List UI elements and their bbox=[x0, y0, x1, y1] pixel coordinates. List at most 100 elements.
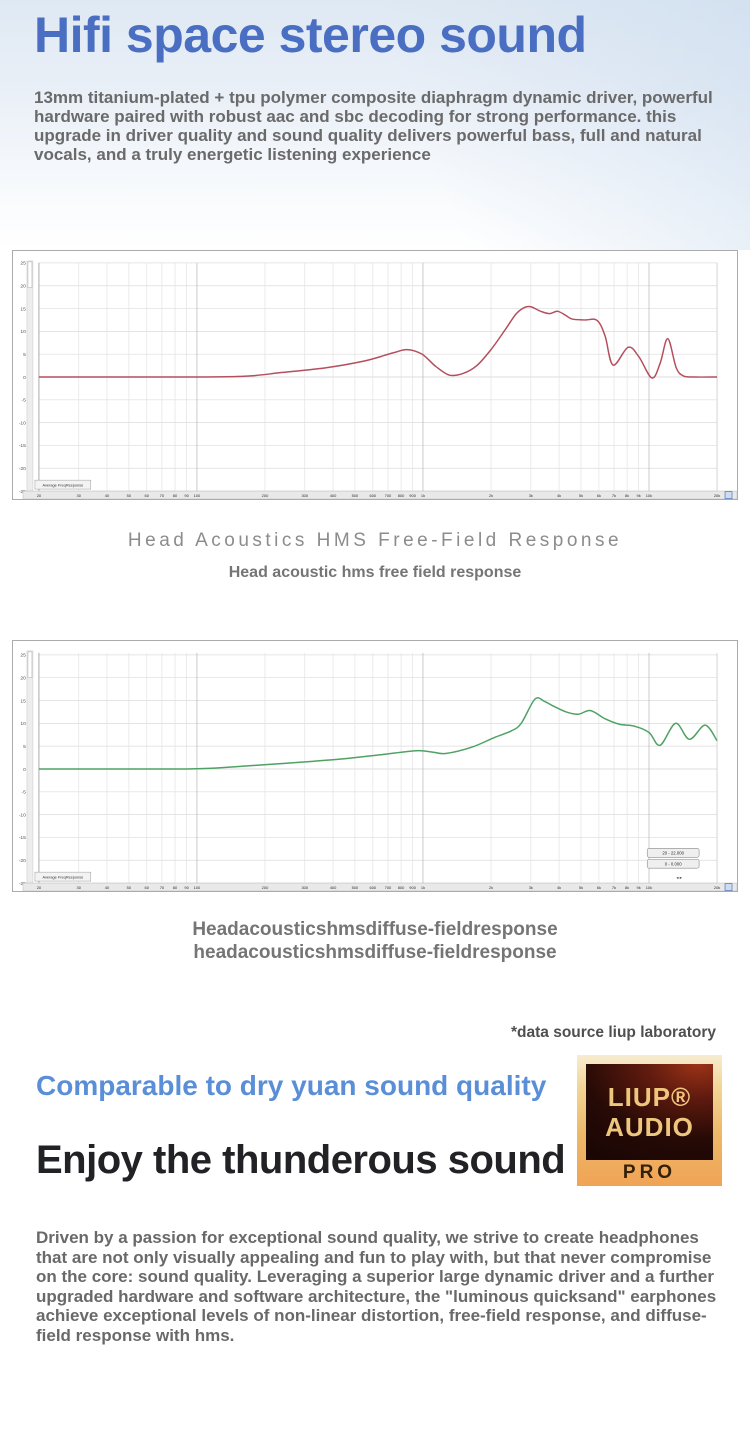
svg-text:40: 40 bbox=[105, 885, 110, 890]
svg-text:40: 40 bbox=[105, 493, 110, 498]
svg-text:3k: 3k bbox=[529, 493, 533, 498]
bottom-section: Comparable to dry yuan sound quality Enj… bbox=[0, 1042, 750, 1434]
svg-text:1k: 1k bbox=[421, 493, 425, 498]
free-field-response-plot: 25 20 15 10 50 -5 -10 -15 -20 -25 Average FreqResp… bbox=[19, 260, 737, 499]
svg-text:3k: 3k bbox=[529, 885, 533, 890]
svg-text:◂ ▸: ◂ ▸ bbox=[676, 875, 683, 880]
svg-text:Average FreqResponse: Average FreqResponse bbox=[42, 483, 83, 488]
svg-text:0: 0 bbox=[23, 767, 26, 773]
chart1-caption: Head Acoustics HMS Free-Field Response bbox=[127, 530, 623, 551]
svg-text:15: 15 bbox=[20, 306, 26, 312]
svg-text:6k: 6k bbox=[597, 493, 601, 498]
svg-text:30: 30 bbox=[77, 493, 82, 498]
svg-text:80: 80 bbox=[173, 493, 178, 498]
chart1-subcaption: Head acoustic hms free field response bbox=[228, 564, 522, 581]
svg-text:600: 600 bbox=[370, 493, 377, 498]
svg-text:50: 50 bbox=[127, 885, 132, 890]
svg-text:4k: 4k bbox=[557, 885, 561, 890]
svg-text:400: 400 bbox=[330, 493, 337, 498]
svg-text:60: 60 bbox=[145, 885, 150, 890]
svg-text:70: 70 bbox=[160, 885, 165, 890]
liup-audio-logo-inner: LIUP® AUDIO bbox=[586, 1064, 713, 1160]
svg-text:500: 500 bbox=[352, 885, 359, 890]
svg-text:4k: 4k bbox=[557, 493, 561, 498]
svg-text:200: 200 bbox=[262, 493, 269, 498]
chart2-subcaption: headacousticshmsdiffuse-fieldresponse bbox=[193, 942, 557, 963]
svg-text:200: 200 bbox=[262, 885, 269, 890]
liup-audio-logo: LIUP® AUDIO PRO bbox=[577, 1055, 722, 1186]
svg-text:300: 300 bbox=[301, 885, 308, 890]
svg-text:2k: 2k bbox=[489, 885, 493, 890]
free-field-response-chart: 25 20 15 10 5 0 -5 -10 -15 -20 -25 Average FreqResp… bbox=[12, 250, 738, 500]
svg-text:-10: -10 bbox=[19, 420, 26, 426]
svg-text:900: 900 bbox=[409, 885, 416, 890]
svg-text:-20: -20 bbox=[19, 466, 26, 472]
svg-text:10k: 10k bbox=[646, 885, 652, 890]
svg-text:5k: 5k bbox=[579, 493, 583, 498]
svg-text:600: 600 bbox=[370, 885, 377, 890]
svg-text:500: 500 bbox=[352, 493, 359, 498]
svg-text:50: 50 bbox=[127, 493, 132, 498]
svg-text:-15: -15 bbox=[19, 835, 26, 841]
svg-text:Average FreqResponse: Average FreqResponse bbox=[42, 875, 83, 880]
svg-text:-25: -25 bbox=[19, 489, 26, 495]
svg-text:1k: 1k bbox=[421, 885, 425, 890]
hero-section: Hifi space stereo sound 13mm titanium-pl… bbox=[0, 0, 750, 250]
logo-brand-line2: AUDIO bbox=[605, 1112, 694, 1142]
svg-text:-10: -10 bbox=[19, 812, 26, 818]
data-source-note: *data source liup laboratory bbox=[511, 1024, 716, 1041]
intro-paragraph: 13mm titanium-plated + tpu polymer compo… bbox=[34, 88, 713, 164]
svg-text:20k: 20k bbox=[714, 885, 720, 890]
svg-text:700: 700 bbox=[385, 885, 392, 890]
svg-text:100: 100 bbox=[194, 885, 201, 890]
svg-text:6k: 6k bbox=[597, 885, 601, 890]
svg-text:20k: 20k bbox=[714, 493, 720, 498]
svg-text:-25: -25 bbox=[19, 881, 26, 887]
svg-text:8k: 8k bbox=[625, 885, 629, 890]
logo-brand-line1: LIUP® bbox=[607, 1082, 692, 1112]
chart2-caption: Headacousticshmsdiffuse-fieldresponse bbox=[192, 919, 558, 940]
svg-text:20: 20 bbox=[20, 284, 26, 290]
enjoy-headline: Enjoy the thunderous sound bbox=[36, 1138, 566, 1182]
svg-text:0 - 0.000: 0 - 0.000 bbox=[665, 862, 683, 867]
svg-text:5: 5 bbox=[23, 744, 26, 750]
svg-text:-5: -5 bbox=[22, 398, 27, 404]
svg-text:10k: 10k bbox=[646, 493, 652, 498]
svg-text:10: 10 bbox=[20, 721, 26, 727]
svg-text:10: 10 bbox=[20, 329, 26, 335]
svg-text:15: 15 bbox=[20, 698, 26, 704]
svg-text:90: 90 bbox=[184, 493, 189, 498]
svg-text:100: 100 bbox=[194, 493, 201, 498]
svg-text:5k: 5k bbox=[579, 885, 583, 890]
svg-text:30: 30 bbox=[77, 885, 82, 890]
svg-text:25: 25 bbox=[20, 261, 26, 267]
svg-text:7k: 7k bbox=[612, 493, 616, 498]
svg-text:25: 25 bbox=[20, 653, 26, 659]
svg-text:0: 0 bbox=[23, 375, 26, 381]
svg-text:9k: 9k bbox=[637, 885, 641, 890]
svg-text:2k: 2k bbox=[489, 493, 493, 498]
svg-text:300: 300 bbox=[301, 493, 308, 498]
svg-text:20 - 22.000: 20 - 22.000 bbox=[662, 851, 684, 856]
svg-text:-20: -20 bbox=[19, 858, 26, 864]
outro-paragraph: Driven by a passion for exceptional soun… bbox=[36, 1228, 717, 1345]
svg-text:70: 70 bbox=[160, 493, 165, 498]
svg-text:7k: 7k bbox=[612, 885, 616, 890]
logo-tier-label: PRO bbox=[622, 1162, 677, 1183]
svg-text:900: 900 bbox=[409, 493, 416, 498]
svg-text:-15: -15 bbox=[19, 443, 26, 449]
svg-text:9k: 9k bbox=[637, 493, 641, 498]
diffuse-field-response-chart: 25 20 15 10 5 0 -5 -10 -15 -20 -25 Average FreqResp… bbox=[12, 640, 738, 892]
svg-text:20: 20 bbox=[37, 885, 42, 890]
svg-text:800: 800 bbox=[398, 493, 405, 498]
page-title: Hifi space stereo sound bbox=[34, 7, 587, 63]
svg-text:700: 700 bbox=[385, 493, 392, 498]
svg-text:-5: -5 bbox=[22, 790, 27, 796]
svg-text:60: 60 bbox=[145, 493, 150, 498]
svg-text:20: 20 bbox=[20, 676, 26, 682]
svg-text:20: 20 bbox=[37, 493, 42, 498]
svg-text:80: 80 bbox=[173, 885, 178, 890]
svg-text:800: 800 bbox=[398, 885, 405, 890]
svg-text:400: 400 bbox=[330, 885, 337, 890]
